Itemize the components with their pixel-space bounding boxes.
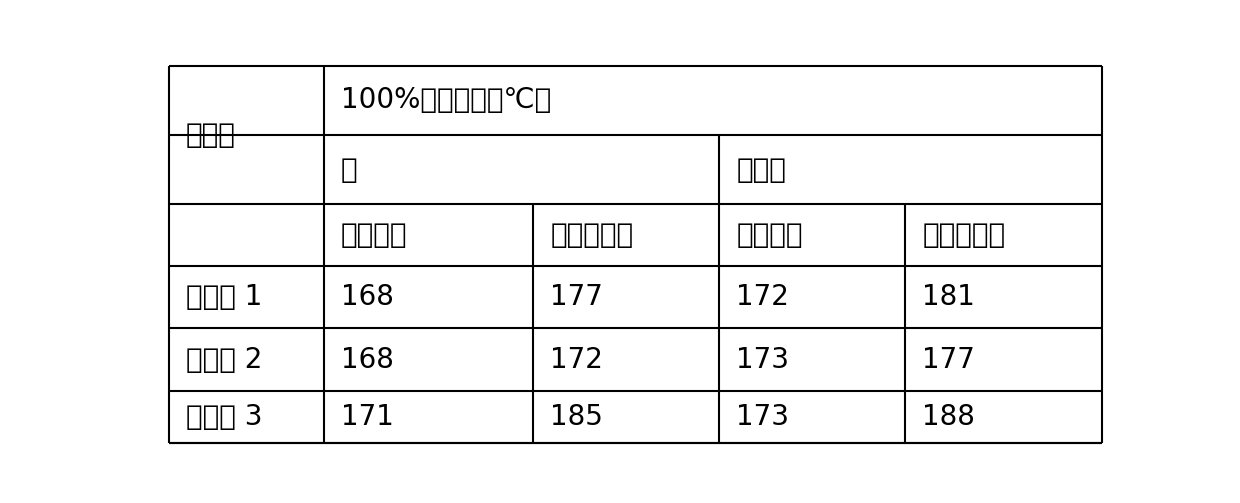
Text: 177: 177 — [923, 346, 975, 374]
Text: 168: 168 — [341, 346, 394, 374]
Text: 173: 173 — [737, 346, 789, 374]
Text: 实施例 2: 实施例 2 — [186, 346, 263, 374]
Text: 二甲尴: 二甲尴 — [737, 156, 786, 184]
Text: 173: 173 — [737, 403, 789, 431]
Text: 172: 172 — [551, 346, 603, 374]
Text: 尴: 尴 — [341, 156, 357, 184]
Text: 催化剂: 催化剂 — [186, 121, 236, 149]
Text: 177: 177 — [551, 283, 603, 311]
Text: 催化剂前: 催化剂前 — [341, 221, 408, 249]
Text: 催化剂前: 催化剂前 — [737, 221, 802, 249]
Text: 实施例 3: 实施例 3 — [186, 403, 263, 431]
Text: 171: 171 — [341, 403, 394, 431]
Text: 催化剂床层: 催化剂床层 — [551, 221, 634, 249]
Text: 181: 181 — [923, 283, 975, 311]
Text: 实施例 1: 实施例 1 — [186, 283, 263, 311]
Text: 100%转化温度（℃）: 100%转化温度（℃） — [341, 87, 552, 114]
Text: 168: 168 — [341, 283, 394, 311]
Text: 催化剂床层: 催化剂床层 — [923, 221, 1006, 249]
Text: 172: 172 — [737, 283, 789, 311]
Text: 185: 185 — [551, 403, 603, 431]
Text: 188: 188 — [923, 403, 975, 431]
